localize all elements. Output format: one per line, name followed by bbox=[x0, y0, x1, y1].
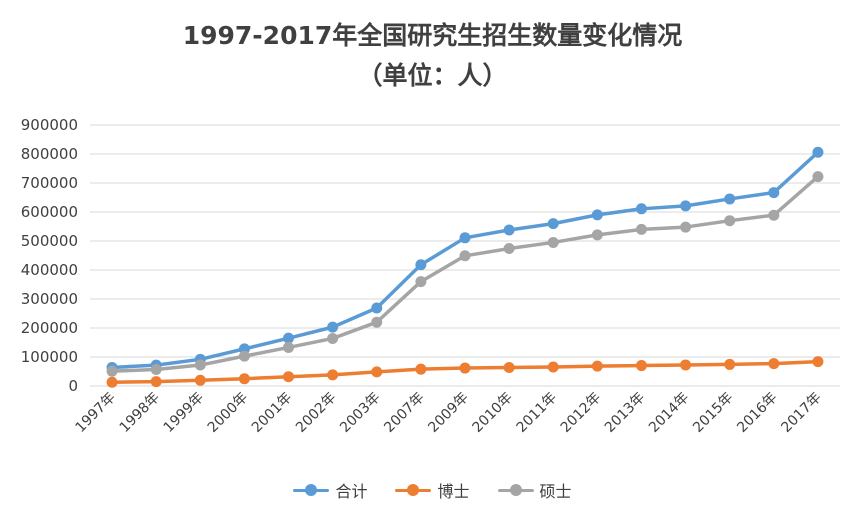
series-0 bbox=[106, 146, 824, 373]
data-point bbox=[591, 209, 603, 221]
y-tick-label: 100000 bbox=[21, 348, 78, 366]
data-point bbox=[371, 366, 383, 378]
data-point bbox=[724, 215, 736, 227]
x-tick-label: 2011年 bbox=[514, 390, 560, 436]
data-point bbox=[194, 374, 206, 386]
data-point bbox=[768, 187, 780, 199]
data-point bbox=[238, 350, 250, 362]
data-point bbox=[547, 361, 559, 373]
y-tick-label: 700000 bbox=[21, 174, 78, 192]
data-point bbox=[547, 236, 559, 248]
data-point bbox=[238, 373, 250, 385]
data-point bbox=[503, 243, 515, 255]
y-tick-label: 900000 bbox=[21, 116, 78, 134]
data-point bbox=[415, 276, 427, 288]
x-tick-label: 2017年 bbox=[778, 390, 824, 436]
y-tick-label: 600000 bbox=[21, 203, 78, 221]
x-tick-label: 2000年 bbox=[205, 390, 251, 436]
x-tick-label: 2013年 bbox=[602, 390, 648, 436]
line-chart-plot: 0 100000 200000 300000 400000 500000 600000 700… bbox=[21, 116, 840, 436]
legend-swatch-icon bbox=[293, 484, 330, 496]
data-point bbox=[194, 359, 206, 371]
x-tick-label: 2016年 bbox=[734, 390, 780, 436]
data-point bbox=[459, 232, 471, 244]
data-point bbox=[635, 223, 647, 235]
x-tick-label: 1999年 bbox=[161, 390, 207, 436]
data-point bbox=[724, 193, 736, 205]
data-point bbox=[724, 358, 736, 370]
x-tick-label: 2003年 bbox=[337, 390, 383, 436]
x-tick-label: 1997年 bbox=[72, 390, 118, 436]
legend-label: 合计 bbox=[335, 482, 368, 501]
legend-label: 博士 bbox=[437, 482, 470, 501]
data-point bbox=[591, 360, 603, 372]
series-line bbox=[110, 174, 820, 373]
legend-swatch-icon bbox=[395, 484, 432, 496]
data-point bbox=[415, 259, 427, 271]
x-tick-label: 2010年 bbox=[470, 390, 516, 436]
data-point bbox=[635, 360, 647, 372]
data-point bbox=[680, 359, 692, 371]
series-1 bbox=[106, 356, 824, 388]
data-point bbox=[768, 209, 780, 221]
legend-item[interactable]: 硕士 bbox=[497, 478, 572, 502]
data-point bbox=[150, 363, 162, 375]
legend-swatch-icon bbox=[497, 484, 534, 496]
chart-title: 1997-2017年全国研究生招生数量变化情况 bbox=[182, 21, 683, 50]
data-point bbox=[371, 302, 383, 314]
data-point bbox=[680, 221, 692, 233]
data-point bbox=[106, 376, 118, 388]
x-tick-label: 2012年 bbox=[558, 390, 604, 436]
data-point bbox=[283, 371, 295, 383]
data-point bbox=[503, 224, 515, 236]
data-point bbox=[327, 332, 339, 344]
y-tick-label: 500000 bbox=[21, 232, 78, 250]
chart-legend: 合计 博士 硕士 bbox=[0, 478, 865, 502]
legend-item[interactable]: 合计 bbox=[293, 478, 367, 502]
x-tick-label: 2014年 bbox=[646, 390, 692, 436]
data-point bbox=[503, 361, 515, 373]
data-point bbox=[106, 365, 118, 377]
y-tick-label: 800000 bbox=[21, 145, 78, 163]
chart-subtitle: （单位：人） bbox=[357, 61, 508, 90]
data-point bbox=[459, 250, 471, 262]
data-point bbox=[327, 321, 339, 333]
data-point bbox=[283, 332, 295, 344]
y-tick-label: 400000 bbox=[21, 261, 78, 279]
y-tick-label: 0 bbox=[68, 377, 78, 395]
data-point bbox=[547, 218, 559, 230]
x-tick-label: 2002年 bbox=[293, 390, 339, 436]
x-tick-label: 2009年 bbox=[425, 390, 471, 436]
legend-label: 硕士 bbox=[539, 482, 572, 501]
y-tick-label: 300000 bbox=[21, 290, 78, 308]
data-point bbox=[459, 362, 471, 374]
legend-item[interactable]: 博士 bbox=[395, 478, 470, 502]
x-tick-label: 1998年 bbox=[117, 390, 163, 436]
data-point bbox=[327, 369, 339, 381]
data-point bbox=[591, 229, 603, 241]
data-point bbox=[283, 341, 295, 353]
data-point bbox=[415, 363, 427, 375]
data-point bbox=[635, 203, 647, 215]
series-2 bbox=[106, 171, 824, 377]
data-point bbox=[150, 376, 162, 388]
data-point bbox=[680, 200, 692, 212]
data-point bbox=[812, 146, 824, 158]
data-point bbox=[371, 316, 383, 328]
x-tick-label: 2001年 bbox=[249, 390, 295, 436]
x-tick-label: 2015年 bbox=[690, 390, 736, 436]
x-tick-label: 2007年 bbox=[381, 390, 427, 436]
data-point bbox=[812, 356, 824, 368]
data-point bbox=[812, 171, 824, 183]
data-point bbox=[768, 358, 780, 370]
y-tick-label: 200000 bbox=[21, 319, 78, 337]
